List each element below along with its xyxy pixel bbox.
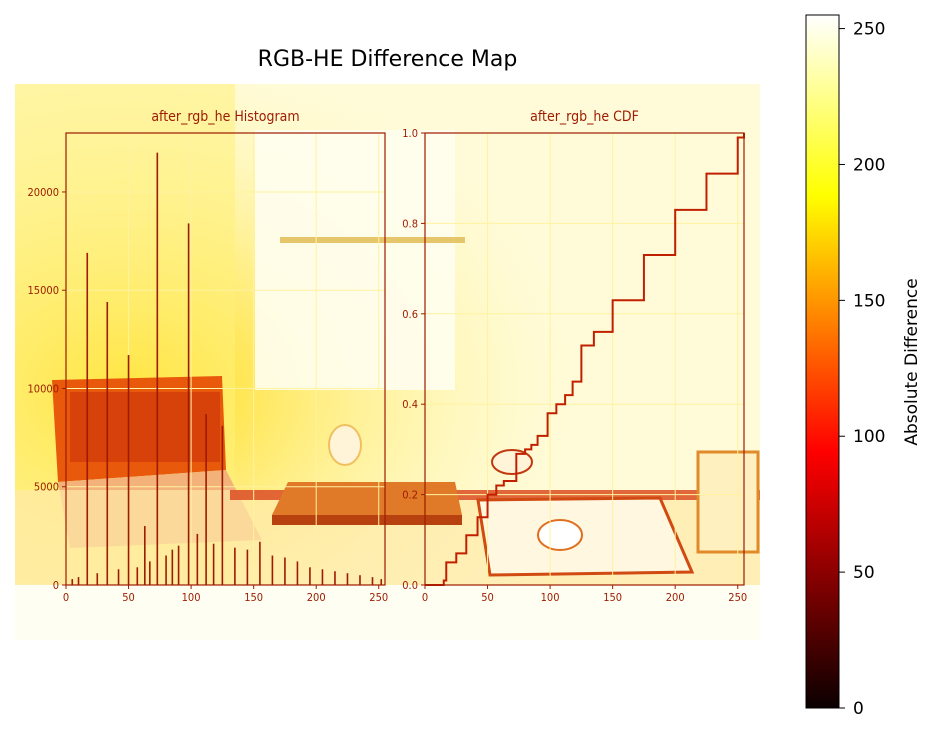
embedded-cdf-plot: after_rgb_he CDF 0 50 100 150 200 250 0.0 0.2 0.4… bbox=[402, 109, 747, 604]
cdf-ytick-label: 0.6 bbox=[402, 308, 418, 321]
cdf-frame bbox=[424, 132, 745, 586]
histogram-bar bbox=[86, 252, 89, 585]
histogram-xtick-label: 150 bbox=[244, 591, 263, 604]
cdf-ytick-label: 1.0 bbox=[402, 127, 418, 140]
histogram-bar bbox=[96, 573, 99, 585]
histogram-bar bbox=[234, 547, 236, 585]
histogram-bar bbox=[187, 223, 190, 585]
histogram-bar bbox=[371, 577, 374, 585]
histogram-bar bbox=[346, 573, 349, 585]
histogram-bar bbox=[165, 555, 167, 585]
histogram-bar bbox=[212, 543, 215, 585]
cdf-xtick-label: 200 bbox=[666, 591, 685, 604]
histogram-bar bbox=[149, 561, 151, 585]
cdf-ytick-label: 0.0 bbox=[402, 579, 418, 592]
histogram-bar bbox=[144, 526, 146, 585]
histogram-bar bbox=[271, 555, 274, 585]
histogram-bar bbox=[259, 541, 261, 585]
colorbar-tick-label: 250 bbox=[853, 20, 885, 40]
cdf-xtick-label: 250 bbox=[728, 591, 747, 604]
histogram-bar bbox=[321, 569, 324, 585]
histogram-ytick-label: 10000 bbox=[28, 382, 59, 395]
cdf-line bbox=[425, 133, 745, 586]
cdf-ytick-label: 0.2 bbox=[402, 489, 418, 502]
histogram-title: after_rgb_he Histogram bbox=[151, 109, 299, 125]
histogram-xtick-label: 0 bbox=[63, 591, 69, 604]
histogram-xtick-label: 50 bbox=[122, 591, 135, 604]
difference-map-image bbox=[15, 84, 760, 640]
histogram-bar bbox=[221, 425, 224, 585]
colorbar-tick-label: 100 bbox=[853, 427, 885, 447]
colorbar-tick-label: 150 bbox=[853, 291, 885, 311]
keyboard bbox=[272, 482, 462, 515]
colorbar: 0 50 100 150 200 250 Absolute Difference bbox=[805, 14, 922, 719]
chart-title: RGB-HE Difference Map bbox=[257, 47, 518, 72]
colorbar-label: Absolute Difference bbox=[902, 278, 922, 445]
histogram-bar bbox=[77, 577, 80, 585]
histogram-frame bbox=[65, 132, 386, 586]
histogram-bar bbox=[246, 549, 249, 585]
colorbar-gradient bbox=[805, 14, 840, 709]
cdf-xtick-label: 50 bbox=[481, 591, 494, 604]
histogram-ytick-label: 20000 bbox=[28, 186, 59, 199]
histogram-bar bbox=[284, 557, 286, 585]
histogram-bar bbox=[136, 567, 139, 585]
histogram-xtick-label: 100 bbox=[182, 591, 201, 604]
cdf-xtick-label: 0 bbox=[422, 591, 428, 604]
histogram-bar bbox=[309, 567, 311, 585]
colorbar-tick-label: 0 bbox=[853, 699, 864, 719]
histogram-xtick-label: 250 bbox=[369, 591, 388, 604]
histogram-bar bbox=[205, 414, 207, 585]
histogram-bar bbox=[117, 569, 120, 585]
histogram-bar bbox=[359, 575, 361, 585]
histogram-bar bbox=[106, 302, 109, 585]
embedded-histogram-plot: after_rgb_he Histogram 0 50 100 150 200 250 0 50… bbox=[28, 109, 389, 604]
cdf-title: after_rgb_he CDF bbox=[530, 109, 639, 125]
histogram-bar bbox=[296, 561, 299, 585]
histogram-ytick-label: 5000 bbox=[34, 481, 59, 494]
histogram-bar bbox=[127, 355, 130, 585]
histogram-bar bbox=[171, 549, 174, 585]
histogram-bar bbox=[196, 533, 199, 585]
histogram-bar bbox=[334, 571, 336, 585]
histogram-bar bbox=[177, 545, 180, 585]
colorbar-tick-label: 50 bbox=[853, 563, 875, 583]
histogram-ytick-label: 0 bbox=[53, 579, 59, 592]
cdf-xtick-label: 100 bbox=[541, 591, 560, 604]
histogram-bar bbox=[71, 579, 74, 585]
histogram-bar bbox=[156, 152, 159, 586]
colorbar-tick-label: 200 bbox=[853, 155, 885, 175]
histogram-ytick-label: 15000 bbox=[28, 284, 59, 297]
histogram-bar bbox=[380, 579, 383, 585]
cdf-xtick-label: 150 bbox=[603, 591, 622, 604]
cdf-ytick-label: 0.8 bbox=[402, 217, 418, 230]
histogram-xtick-label: 200 bbox=[307, 591, 326, 604]
cdf-ytick-label: 0.4 bbox=[402, 398, 418, 411]
